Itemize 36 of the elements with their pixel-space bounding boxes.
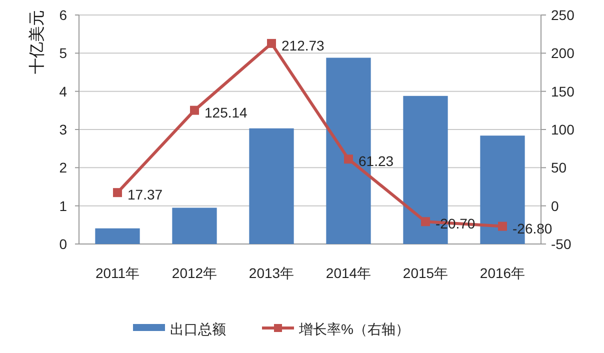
point (267, 38, 276, 48)
point (190, 106, 199, 115)
y2-tick-label: 50 (551, 160, 567, 176)
bar (95, 228, 140, 244)
y2-tick-label: 250 (551, 7, 575, 23)
x-tick-label: 2014年 (326, 265, 372, 281)
y-tick-label: 5 (59, 45, 68, 62)
y-tick-label: 1 (59, 198, 68, 214)
y2-tick-label: 150 (551, 83, 575, 100)
bar (172, 208, 217, 244)
y-tick-label: 3 (59, 122, 68, 138)
data-label: -20.70 (436, 216, 476, 232)
data-label: 212.73 (282, 37, 325, 54)
y2-tick-label: 0 (551, 198, 559, 214)
y-tick-label: 2 (59, 160, 68, 176)
y-tick-label: 4 (59, 83, 68, 100)
point (498, 222, 507, 231)
legend-label: 出口总额 (170, 321, 226, 337)
y2-tick-label: 100 (551, 122, 575, 138)
point (421, 217, 430, 226)
point (344, 154, 353, 164)
legend-label: 增长率%（右轴） (298, 321, 410, 337)
y-axis-title: 十亿美元 (28, 10, 46, 74)
x-tick-label: 2016年 (480, 265, 526, 281)
x-tick-label: 2011年 (95, 265, 140, 281)
y-tick-label: 6 (59, 7, 68, 23)
x-tick-label: 2013年 (248, 265, 294, 281)
point (113, 188, 122, 198)
data-label: 17.37 (128, 186, 163, 203)
x-tick-label: 2015年 (402, 265, 448, 281)
y2-tick-label: 200 (551, 45, 575, 62)
data-label: 125.14 (204, 104, 248, 120)
y2-tick-label: -50 (551, 236, 572, 252)
bar (249, 128, 294, 244)
y-tick-label: 0 (59, 236, 68, 252)
x-tick-label: 2012年 (172, 265, 218, 281)
